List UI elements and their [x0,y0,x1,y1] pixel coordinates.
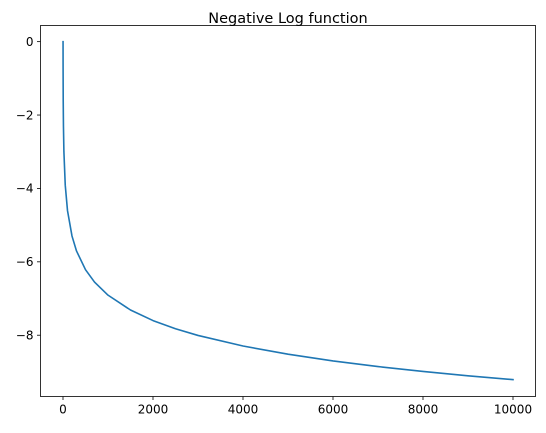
x-tick-label: 2000 [138,403,169,417]
y-tick-label: −2 [16,108,34,122]
series-line [62,40,514,381]
y-tick-label: −8 [16,329,34,343]
chart-title: Negative Log function [208,11,367,27]
y-tick-label: 0 [26,35,34,49]
x-tick-label: 8000 [408,403,439,417]
x-tick-label: 0 [59,403,67,417]
y-axis: 0 −2 −4 −6 −8 [16,35,41,343]
x-tick-label: 4000 [228,403,259,417]
y-tick-label: −6 [16,255,34,269]
y-tick-label: −4 [16,182,34,196]
axes-frame [40,25,536,397]
x-tick-label: 6000 [318,403,349,417]
x-axis: 0 2000 4000 6000 8000 10000 [59,396,532,417]
plot-area [62,40,514,381]
x-tick-label: 10000 [494,403,532,417]
